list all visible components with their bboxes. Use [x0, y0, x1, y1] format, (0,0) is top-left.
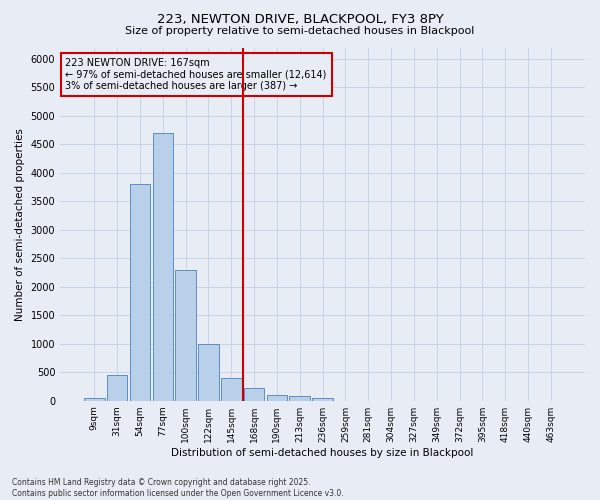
- Bar: [244, 388, 265, 400]
- Bar: [175, 270, 196, 400]
- Bar: [107, 375, 127, 400]
- Bar: [152, 133, 173, 400]
- Bar: [221, 378, 242, 400]
- Text: 223 NEWTON DRIVE: 167sqm
← 97% of semi-detached houses are smaller (12,614)
3% o: 223 NEWTON DRIVE: 167sqm ← 97% of semi-d…: [65, 58, 327, 92]
- Text: Size of property relative to semi-detached houses in Blackpool: Size of property relative to semi-detach…: [125, 26, 475, 36]
- Bar: [289, 396, 310, 400]
- Bar: [198, 344, 219, 400]
- Y-axis label: Number of semi-detached properties: Number of semi-detached properties: [15, 128, 25, 320]
- Bar: [266, 395, 287, 400]
- Bar: [84, 398, 104, 400]
- X-axis label: Distribution of semi-detached houses by size in Blackpool: Distribution of semi-detached houses by …: [172, 448, 474, 458]
- Text: Contains HM Land Registry data © Crown copyright and database right 2025.
Contai: Contains HM Land Registry data © Crown c…: [12, 478, 344, 498]
- Text: 223, NEWTON DRIVE, BLACKPOOL, FY3 8PY: 223, NEWTON DRIVE, BLACKPOOL, FY3 8PY: [157, 12, 443, 26]
- Bar: [313, 398, 333, 400]
- Bar: [130, 184, 150, 400]
